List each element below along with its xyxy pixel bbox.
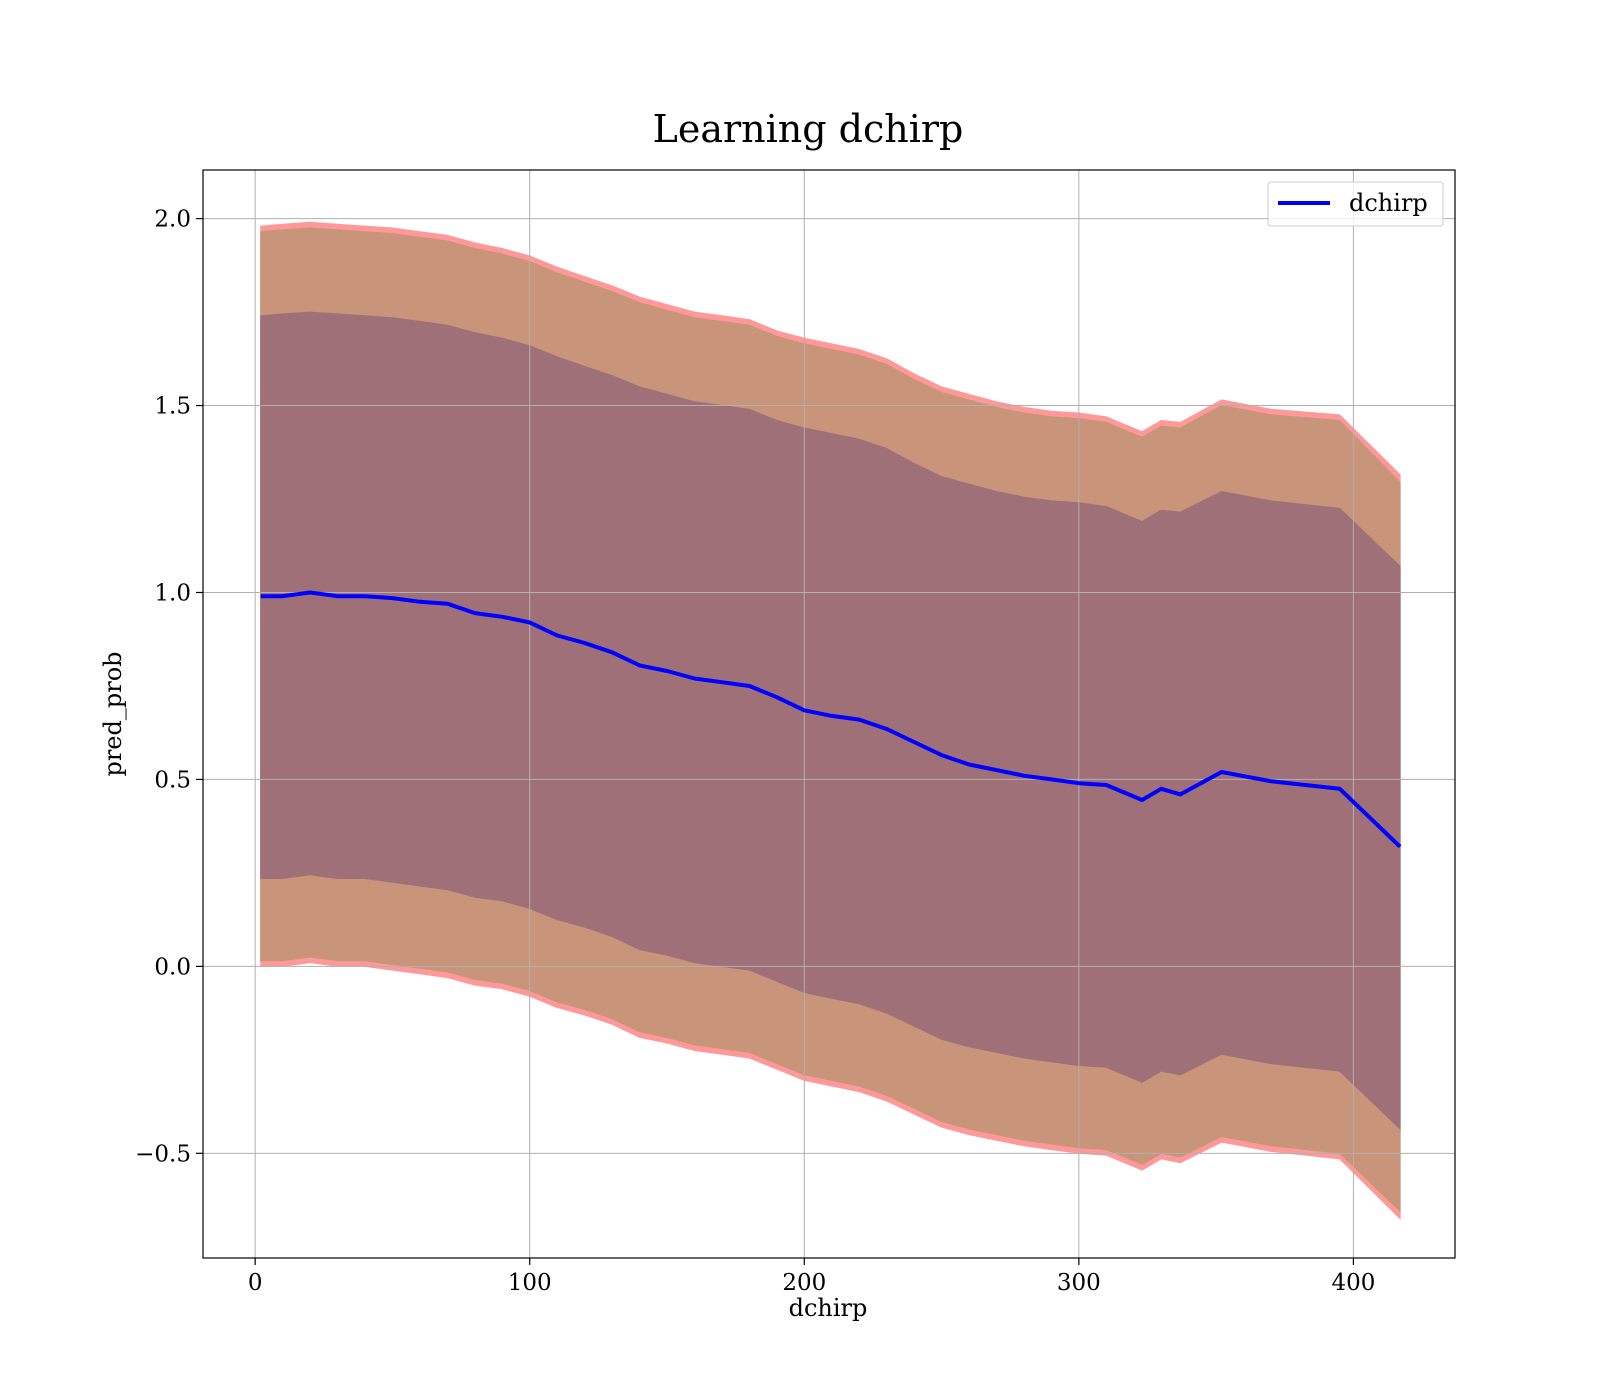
legend-label-dchirp: dchirp (1349, 189, 1428, 217)
x-axis-label: dchirp (789, 1294, 868, 1322)
x-tick-label-3: 300 (1057, 1270, 1101, 1296)
legend-box (1267, 181, 1444, 227)
band-inner (260, 311, 1401, 1131)
x-tick-label-2: 200 (782, 1270, 826, 1296)
x-tick-label-1: 100 (508, 1270, 552, 1296)
confidence-bands (260, 221, 1401, 1220)
y-axis-ticks: −0.5 0.0 0.5 1.0 1.5 2.0 (135, 207, 203, 1167)
y-tick-label-1: 0.0 (154, 954, 191, 980)
x-axis-ticks: 0 100 200 300 400 (248, 1258, 1375, 1296)
series-lines (260, 590, 1402, 849)
y-tick-label-0: −0.5 (135, 1141, 191, 1167)
plot-frame (202, 169, 1456, 1259)
legend: dchirp (1267, 181, 1444, 227)
y-tick-label-4: 1.5 (154, 394, 191, 420)
x-tick-label-0: 0 (248, 1270, 263, 1296)
y-tick-label-2: 0.5 (154, 767, 191, 793)
x-tick-label-4: 400 (1331, 1270, 1375, 1296)
grid-lines (203, 170, 1455, 1258)
chart-title: Learning dchirp (653, 107, 964, 151)
y-axis-label: pred_prob (99, 651, 127, 776)
y-tick-label-5: 2.0 (154, 207, 191, 233)
y-tick-label-3: 1.0 (154, 580, 191, 606)
series-line-dchirp (260, 590, 1402, 849)
